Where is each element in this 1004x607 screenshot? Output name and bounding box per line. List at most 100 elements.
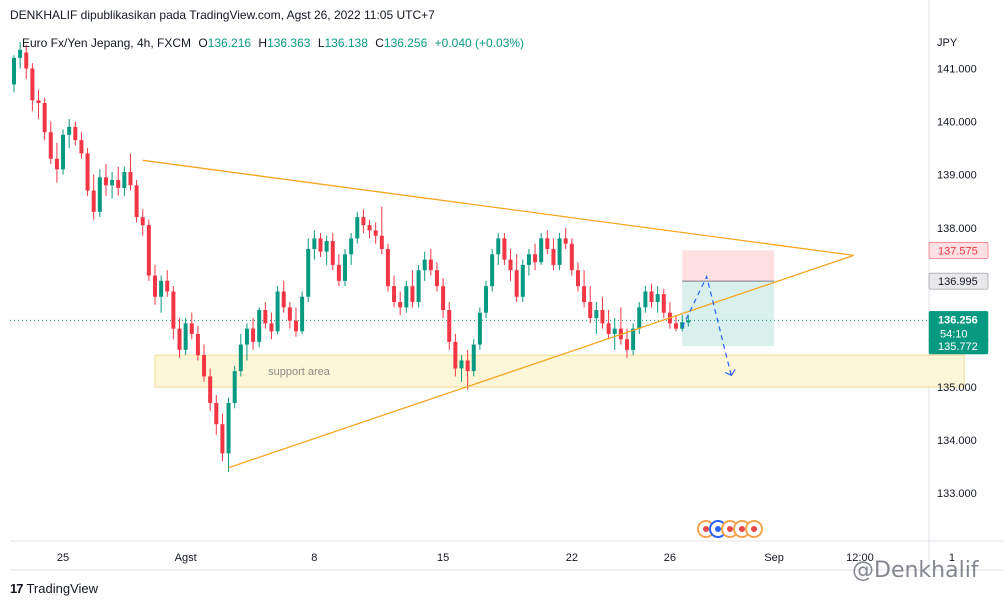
symbol-label[interactable]: Euro Fx/Yen Jepang, 4h, FXCM [22,36,191,50]
candle-body [244,328,249,345]
low-value: 136.138 [324,36,368,50]
candle-body [269,323,274,332]
candle-body [306,248,311,297]
candle-body [312,238,317,249]
publish-header: DENKHALIF dipublikasikan pada TradingVie… [10,8,435,22]
candle-body [398,302,403,308]
candle-body [416,270,421,303]
candle-body [110,179,115,186]
candle-body [24,52,29,69]
position-loss-zone [682,281,775,347]
candle-body [287,307,292,321]
candle-body [465,360,470,372]
close-value: 136.256 [383,36,428,50]
candle-body [67,126,72,135]
ohlc-legend: Euro Fx/Yen Jepang, 4h, FXCM O136.216 H1… [22,36,524,50]
plot-area [10,0,929,541]
candle-body [202,355,207,377]
open-value: 136.216 [207,36,252,50]
y-tick-label: 140.000 [937,117,977,129]
candle-body [116,179,121,188]
candle-body [680,322,685,329]
candle-body [526,254,531,265]
candle-body [177,328,182,350]
y-axis-currency: JPY [937,37,958,49]
x-tick-label: 15 [437,552,449,564]
candle-body [385,248,390,287]
candle-body [404,286,409,308]
candle-body [349,238,354,255]
candle-body [343,254,348,281]
candle-body [251,328,256,342]
candle-body [79,140,84,154]
tradingview-logo[interactable]: 17 TradingView [10,581,98,596]
candle-body [631,328,636,350]
candle-body [508,259,513,271]
candle-body [496,238,501,255]
candle-body [97,177,102,212]
price-label-countdown: 54:10 [940,328,968,340]
x-tick-label: 1 [949,552,955,564]
y-tick-label: 141.000 [937,63,977,75]
close-label: C [375,36,384,50]
price-label-bg [928,337,989,355]
candle-body [238,344,243,372]
price-label-last: 136.256 [938,314,978,326]
price-label-stop: 135.772 [938,341,978,353]
candle-body [281,291,286,308]
candle-body [637,307,642,329]
candle-body [36,100,41,103]
candle-body [434,270,439,287]
candle-body [502,238,507,260]
candle-body [324,241,329,252]
projection-arrowhead [724,369,736,377]
x-tick-label: 26 [664,552,676,564]
x-tick-label: 25 [57,552,69,564]
candle-body [336,264,341,281]
candle-body [128,172,133,186]
candle-body [471,344,476,372]
candle-body [146,225,151,276]
economic-events[interactable] [697,520,763,538]
candle-body [422,259,427,271]
candle-body [134,185,139,218]
tradingview-brand: TradingView [26,581,99,596]
candle-body [171,291,176,329]
candle-body [606,323,611,334]
candle-body [582,286,587,303]
y-tick-label: 134.000 [937,435,977,447]
candle-body [575,270,580,287]
candle-body [159,280,164,297]
candle-body [122,172,127,188]
candle-body [520,264,525,297]
support-zone-label: support area [268,366,331,378]
candle-body [18,49,23,58]
candle-body [447,310,452,342]
candle-body [459,360,464,369]
candle-body [612,328,617,334]
candle-body [61,134,66,170]
event-icon[interactable] [745,520,763,538]
candle-body [367,225,372,231]
x-tick-label: 8 [311,552,317,564]
candle-body [453,341,458,369]
candle-body [588,302,593,319]
candle-body [545,238,550,249]
price-label-entry: 136.995 [938,276,978,288]
candle-body [600,310,605,324]
candle-body [594,310,599,319]
x-tick-label: 12:00 [846,552,874,564]
candle-body [275,291,280,332]
candle-body [318,238,323,252]
candle-body [91,190,96,212]
candle-body [293,320,298,332]
candle-body [220,424,225,454]
tradingview-logo-icon: 17 [10,581,24,596]
candle-body [73,126,78,141]
candle-body [477,312,482,345]
candle-body [263,310,268,324]
candle-body [392,286,397,303]
candle-body [226,402,231,454]
candle-body [257,310,262,342]
